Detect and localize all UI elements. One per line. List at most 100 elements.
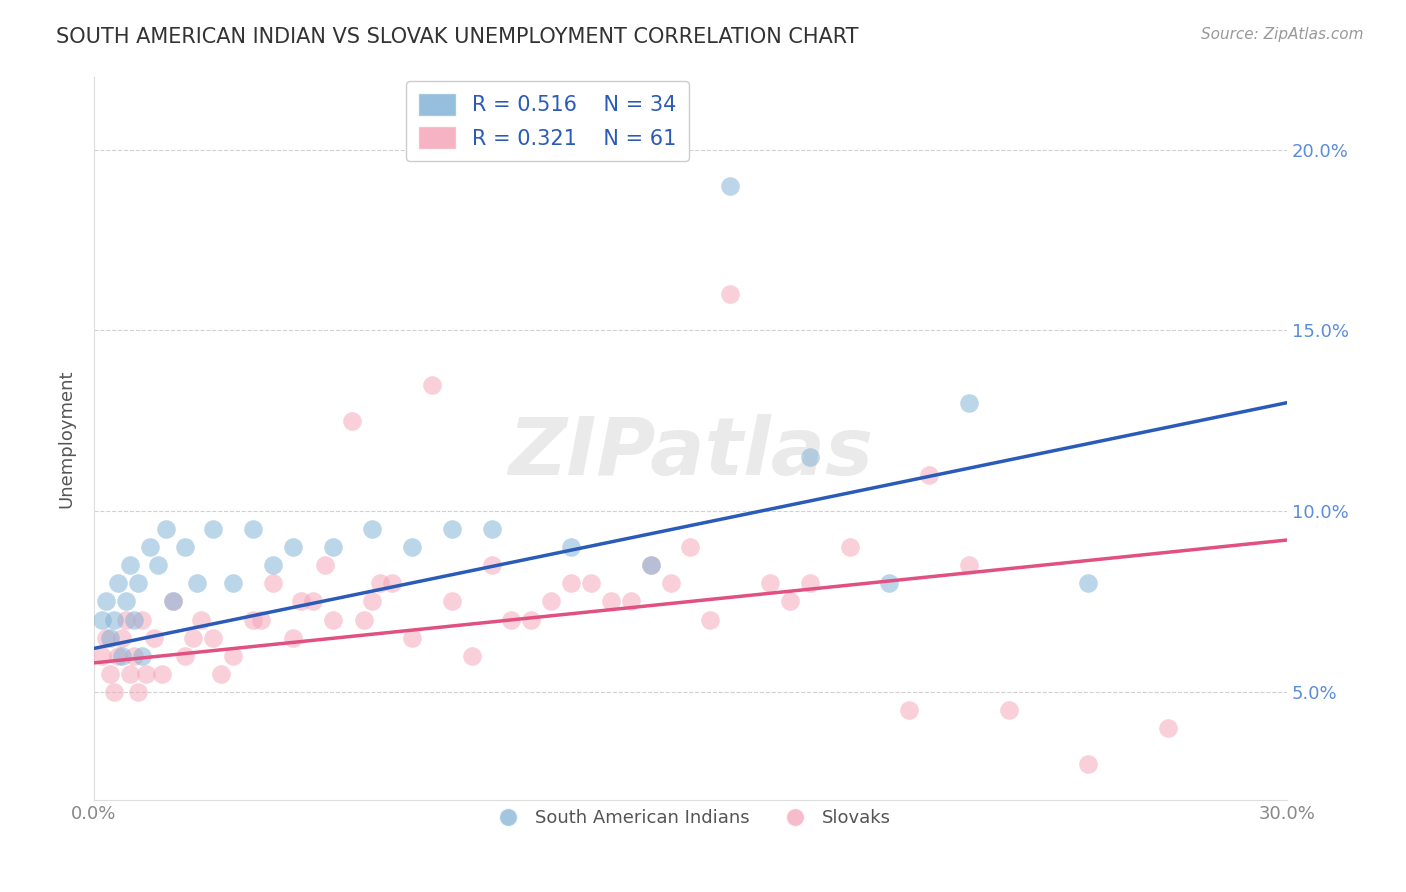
Text: Source: ZipAtlas.com: Source: ZipAtlas.com [1201,27,1364,42]
Point [679,541,702,555]
Point [1077,757,1099,772]
Point [301,594,323,608]
Point [659,576,682,591]
Point [579,576,602,591]
Point [122,613,145,627]
Point [114,594,136,608]
Text: SOUTH AMERICAN INDIAN VS SLOVAK UNEMPLOYMENT CORRELATION CHART: SOUTH AMERICAN INDIAN VS SLOVAK UNEMPLOY… [56,27,859,46]
Point [620,594,643,608]
Point [420,377,443,392]
Point [520,613,543,627]
Y-axis label: Unemployment: Unemployment [58,369,75,508]
Point [127,576,149,591]
Point [103,613,125,627]
Point [90,613,112,627]
Point [957,395,980,409]
Point [640,558,662,573]
Point [1156,721,1178,735]
Point [111,648,134,663]
Point [314,558,336,573]
Point [481,522,503,536]
Point [107,576,129,591]
Point [838,541,860,555]
Point [799,450,821,464]
Point [174,648,197,663]
Point [242,522,264,536]
Point [162,594,184,608]
Point [640,558,662,573]
Point [361,522,384,536]
Point [222,648,245,663]
Point [122,648,145,663]
Point [368,576,391,591]
Point [107,648,129,663]
Point [342,414,364,428]
Point [118,558,141,573]
Point [146,558,169,573]
Point [401,631,423,645]
Point [98,666,121,681]
Point [560,541,582,555]
Point [127,685,149,699]
Point [90,648,112,663]
Point [877,576,900,591]
Point [183,631,205,645]
Point [209,666,232,681]
Point [162,594,184,608]
Point [481,558,503,573]
Point [322,541,344,555]
Point [142,631,165,645]
Point [699,613,721,627]
Point [114,613,136,627]
Point [250,613,273,627]
Point [202,522,225,536]
Point [281,631,304,645]
Point [353,613,375,627]
Point [799,576,821,591]
Point [501,613,523,627]
Point [118,666,141,681]
Point [381,576,404,591]
Point [779,594,801,608]
Point [281,541,304,555]
Point [94,631,117,645]
Point [440,594,463,608]
Point [718,287,741,301]
Point [222,576,245,591]
Point [138,541,160,555]
Point [560,576,582,591]
Legend: South American Indians, Slovaks: South American Indians, Slovaks [482,802,898,835]
Point [135,666,157,681]
Point [361,594,384,608]
Point [957,558,980,573]
Point [131,613,153,627]
Point [898,703,921,717]
Point [401,541,423,555]
Point [186,576,208,591]
Point [262,558,284,573]
Point [155,522,177,536]
Point [150,666,173,681]
Point [103,685,125,699]
Point [202,631,225,645]
Point [759,576,782,591]
Point [94,594,117,608]
Point [540,594,562,608]
Point [242,613,264,627]
Text: ZIPatlas: ZIPatlas [508,414,873,492]
Point [111,631,134,645]
Point [290,594,312,608]
Point [600,594,623,608]
Point [918,467,941,482]
Point [440,522,463,536]
Point [322,613,344,627]
Point [190,613,212,627]
Point [131,648,153,663]
Point [98,631,121,645]
Point [262,576,284,591]
Point [718,178,741,193]
Point [461,648,484,663]
Point [1077,576,1099,591]
Point [174,541,197,555]
Point [997,703,1019,717]
